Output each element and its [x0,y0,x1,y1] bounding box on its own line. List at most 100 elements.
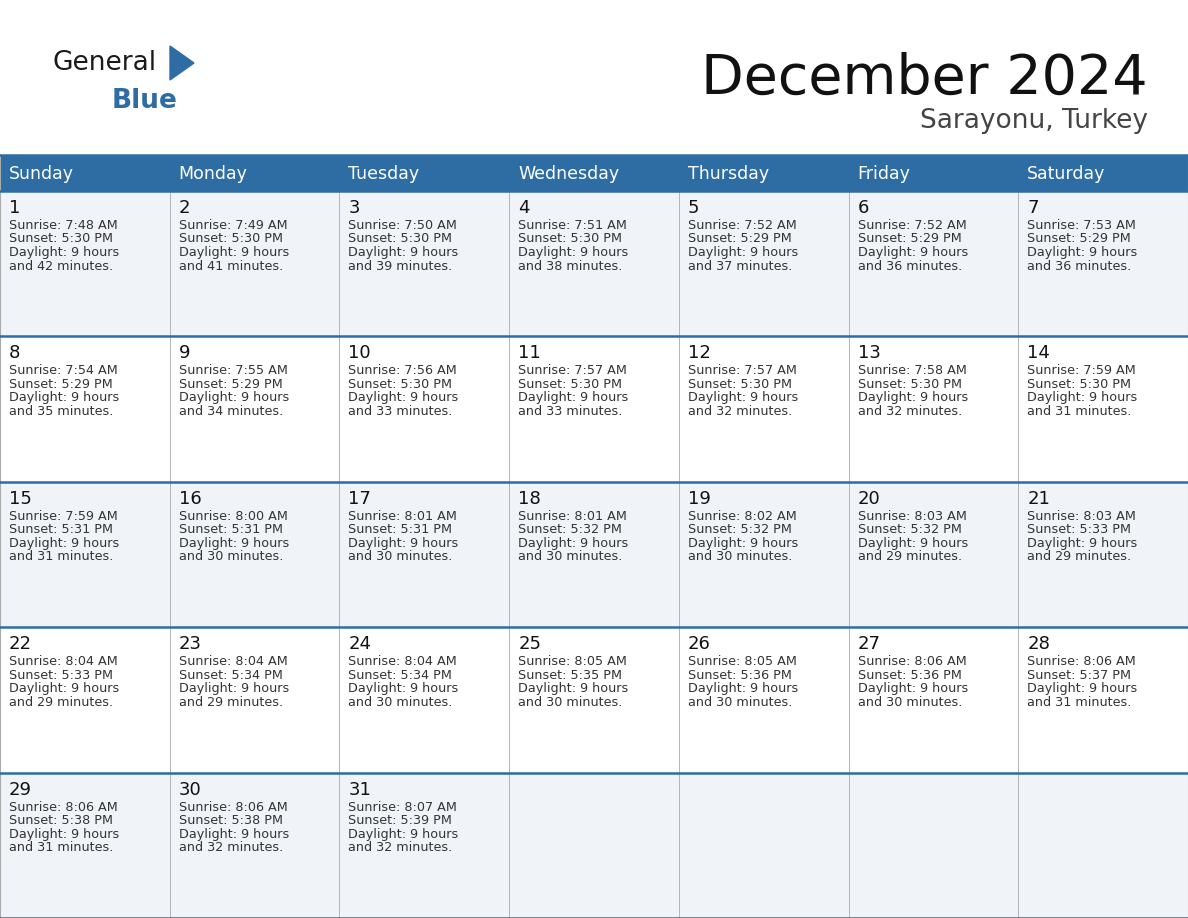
Bar [678,336,848,482]
Text: Wednesday: Wednesday [518,165,619,183]
Text: Sunset: 5:32 PM: Sunset: 5:32 PM [858,523,961,536]
Text: Sunrise: 7:55 AM: Sunrise: 7:55 AM [178,364,287,377]
Text: and 35 minutes.: and 35 minutes. [10,405,113,418]
Text: 25: 25 [518,635,542,654]
Bar [170,482,340,627]
Bar [848,191,1018,336]
Text: Sunrise: 7:56 AM: Sunrise: 7:56 AM [348,364,457,377]
Text: Sunset: 5:37 PM: Sunset: 5:37 PM [1028,668,1131,682]
Text: Daylight: 9 hours: Daylight: 9 hours [518,246,628,259]
Bar [1018,191,1188,336]
Text: and 29 minutes.: and 29 minutes. [1028,550,1131,564]
Text: Sunrise: 7:59 AM: Sunrise: 7:59 AM [1028,364,1136,377]
Text: Daylight: 9 hours: Daylight: 9 hours [1028,537,1138,550]
Text: and 41 minutes.: and 41 minutes. [178,260,283,273]
Text: Sunrise: 7:52 AM: Sunrise: 7:52 AM [688,219,797,232]
Bar [510,191,678,336]
Text: and 42 minutes.: and 42 minutes. [10,260,113,273]
Text: Sunrise: 7:52 AM: Sunrise: 7:52 AM [858,219,966,232]
Text: Daylight: 9 hours: Daylight: 9 hours [178,391,289,405]
Text: and 32 minutes.: and 32 minutes. [348,841,453,854]
Text: Sunrise: 7:57 AM: Sunrise: 7:57 AM [518,364,627,377]
Text: Tuesday: Tuesday [348,165,419,183]
Text: and 29 minutes.: and 29 minutes. [10,696,113,709]
Text: 16: 16 [178,490,202,508]
Text: and 32 minutes.: and 32 minutes. [688,405,792,418]
Text: and 30 minutes.: and 30 minutes. [688,550,792,564]
Text: Sunrise: 8:06 AM: Sunrise: 8:06 AM [858,655,966,668]
Bar [848,627,1018,773]
Text: and 31 minutes.: and 31 minutes. [1028,405,1132,418]
Polygon shape [170,46,194,80]
Bar [170,191,340,336]
Bar [340,627,510,773]
Text: Blue: Blue [112,88,178,114]
Text: Sunrise: 7:53 AM: Sunrise: 7:53 AM [1028,219,1136,232]
Text: and 31 minutes.: and 31 minutes. [10,550,113,564]
Text: 31: 31 [348,780,372,799]
Text: 6: 6 [858,199,868,217]
Text: 29: 29 [10,780,32,799]
Text: and 36 minutes.: and 36 minutes. [858,260,962,273]
Text: Friday: Friday [858,165,910,183]
Bar [340,155,510,191]
Bar [170,155,340,191]
Text: Sunrise: 8:05 AM: Sunrise: 8:05 AM [688,655,797,668]
Text: Sunrise: 7:48 AM: Sunrise: 7:48 AM [10,219,118,232]
Bar [678,482,848,627]
Bar [510,773,678,918]
Text: Sunrise: 8:06 AM: Sunrise: 8:06 AM [10,800,118,813]
Text: Daylight: 9 hours: Daylight: 9 hours [1028,391,1138,405]
Text: Sunset: 5:36 PM: Sunset: 5:36 PM [858,668,961,682]
Text: Sunset: 5:30 PM: Sunset: 5:30 PM [1028,378,1131,391]
Text: Sunrise: 8:03 AM: Sunrise: 8:03 AM [858,509,967,522]
Text: Sunset: 5:30 PM: Sunset: 5:30 PM [178,232,283,245]
Text: and 29 minutes.: and 29 minutes. [858,550,962,564]
Text: 4: 4 [518,199,530,217]
Text: and 32 minutes.: and 32 minutes. [178,841,283,854]
Text: Sunset: 5:30 PM: Sunset: 5:30 PM [348,378,453,391]
Text: 1: 1 [10,199,20,217]
Text: Sunset: 5:36 PM: Sunset: 5:36 PM [688,668,791,682]
Bar [848,482,1018,627]
Bar [1018,336,1188,482]
Text: and 34 minutes.: and 34 minutes. [178,405,283,418]
Text: Sunday: Sunday [10,165,74,183]
Text: Sunset: 5:32 PM: Sunset: 5:32 PM [518,523,623,536]
Text: Daylight: 9 hours: Daylight: 9 hours [178,246,289,259]
Text: Sunset: 5:30 PM: Sunset: 5:30 PM [518,378,623,391]
Bar [1018,482,1188,627]
Text: Sunrise: 8:01 AM: Sunrise: 8:01 AM [348,509,457,522]
Text: Sunrise: 8:06 AM: Sunrise: 8:06 AM [178,800,287,813]
Text: Daylight: 9 hours: Daylight: 9 hours [348,246,459,259]
Text: Daylight: 9 hours: Daylight: 9 hours [688,391,798,405]
Text: Daylight: 9 hours: Daylight: 9 hours [10,537,119,550]
Bar [1018,773,1188,918]
Text: and 30 minutes.: and 30 minutes. [688,696,792,709]
Text: Sunset: 5:30 PM: Sunset: 5:30 PM [858,378,961,391]
Text: 13: 13 [858,344,880,363]
Text: Sunset: 5:32 PM: Sunset: 5:32 PM [688,523,791,536]
Text: and 31 minutes.: and 31 minutes. [1028,696,1132,709]
Text: Sunset: 5:29 PM: Sunset: 5:29 PM [1028,232,1131,245]
Text: and 30 minutes.: and 30 minutes. [348,696,453,709]
Bar [0,191,170,336]
Text: Sunset: 5:31 PM: Sunset: 5:31 PM [178,523,283,536]
Text: Sunset: 5:39 PM: Sunset: 5:39 PM [348,814,453,827]
Text: and 30 minutes.: and 30 minutes. [518,696,623,709]
Text: 24: 24 [348,635,372,654]
Text: Daylight: 9 hours: Daylight: 9 hours [1028,682,1138,695]
Text: Sunset: 5:29 PM: Sunset: 5:29 PM [688,232,791,245]
Text: Sunrise: 8:03 AM: Sunrise: 8:03 AM [1028,509,1136,522]
Text: and 29 minutes.: and 29 minutes. [178,696,283,709]
Text: Sunrise: 8:02 AM: Sunrise: 8:02 AM [688,509,797,522]
Text: and 32 minutes.: and 32 minutes. [858,405,962,418]
Bar [0,482,170,627]
Text: Sunset: 5:29 PM: Sunset: 5:29 PM [178,378,283,391]
Text: 2: 2 [178,199,190,217]
Bar [170,627,340,773]
Text: Daylight: 9 hours: Daylight: 9 hours [10,246,119,259]
Text: 8: 8 [10,344,20,363]
Text: 3: 3 [348,199,360,217]
Text: Sunset: 5:29 PM: Sunset: 5:29 PM [10,378,113,391]
